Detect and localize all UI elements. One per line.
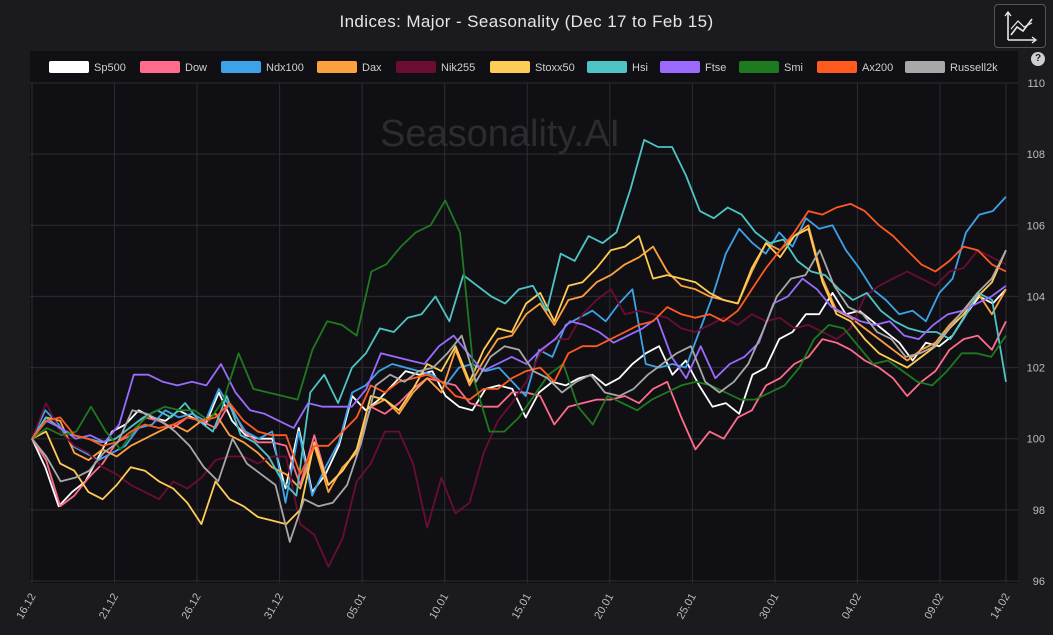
legend-swatch	[49, 61, 89, 73]
x-tick-label: 20.01	[592, 592, 616, 622]
x-tick-label: 05.01	[345, 592, 369, 622]
y-tick-label: 100	[1027, 434, 1045, 446]
series-line-stoxx50[interactable]	[31, 227, 1007, 525]
legend-item-smi[interactable]: Smi	[739, 61, 803, 74]
y-tick-label: 96	[1033, 576, 1045, 588]
chart-title: Indices: Major - Seasonality (Dec 17 to …	[339, 12, 714, 31]
series-line-russell2k[interactable]	[31, 249, 1007, 543]
legend-item-russell2k[interactable]: Russell2k	[905, 61, 998, 74]
legend-label: Sp500	[94, 62, 126, 74]
legend-label: Ndx100	[266, 62, 304, 74]
series-line-smi[interactable]	[31, 199, 1007, 451]
legend-label: Smi	[784, 62, 803, 74]
chart-type-button[interactable]	[994, 4, 1046, 48]
x-tick-label: 04.02	[840, 592, 864, 622]
legend-swatch	[587, 61, 627, 73]
legend-item-sp500[interactable]: Sp500	[49, 61, 126, 74]
legend-item-ftse[interactable]: Ftse	[660, 61, 726, 74]
x-tick-label: 15.01	[510, 592, 534, 622]
y-tick-label: 110	[1027, 78, 1045, 90]
series-line-dax[interactable]	[31, 224, 1007, 494]
legend-item-ndx100[interactable]: Ndx100	[221, 61, 304, 74]
legend-item-ax200[interactable]: Ax200	[817, 61, 893, 74]
series-line-ax200[interactable]	[31, 202, 1007, 476]
legend-item-dax[interactable]: Dax	[317, 61, 382, 74]
series-line-hsi[interactable]	[31, 138, 1007, 497]
x-tick-label: 16.12	[14, 592, 38, 622]
y-tick-label: 108	[1027, 149, 1045, 161]
legend-item-nik255[interactable]: Nik255	[396, 61, 475, 74]
legend-label: Ax200	[862, 62, 893, 74]
x-tick-label: 14.02	[988, 592, 1012, 622]
legend-label: Dax	[362, 62, 382, 74]
x-tick-label: 30.01	[757, 592, 781, 622]
y-tick-label: 106	[1027, 220, 1045, 232]
x-tick-label: 25.01	[675, 592, 699, 622]
legend-swatch	[140, 61, 180, 73]
legend-label: Hsi	[632, 62, 648, 74]
legend-label: Ftse	[705, 62, 726, 74]
x-tick-label: 21.12	[97, 592, 121, 622]
legend-swatch	[221, 61, 261, 73]
legend-label: Nik255	[441, 62, 475, 74]
legend-swatch	[817, 61, 857, 73]
x-tick-label: 10.01	[427, 592, 451, 622]
legend-item-stoxx50[interactable]: Stoxx50	[490, 61, 575, 74]
watermark: Seasonality.AI	[380, 113, 620, 155]
legend-label: Russell2k	[950, 62, 998, 74]
legend-swatch	[317, 61, 357, 73]
y-tick-label: 104	[1027, 291, 1045, 303]
legend-swatch	[660, 61, 700, 73]
legend-item-dow[interactable]: Dow	[140, 61, 207, 74]
legend-swatch	[739, 61, 779, 73]
legend-label: Stoxx50	[535, 62, 575, 74]
series-line-ftse[interactable]	[31, 277, 1007, 444]
legend-item-hsi[interactable]: Hsi	[587, 61, 648, 74]
legend-swatch	[396, 61, 436, 73]
series-line-nik255[interactable]	[31, 249, 1007, 568]
x-tick-label: 09.02	[922, 592, 946, 622]
line-chart-icon	[1004, 10, 1038, 44]
y-tick-label: 98	[1033, 505, 1045, 517]
legend-swatch	[905, 61, 945, 73]
x-tick-label: 26.12	[180, 592, 204, 622]
legend-label: Dow	[185, 62, 207, 74]
help-button[interactable]: ?	[1031, 52, 1045, 66]
x-tick-label: 31.12	[262, 592, 286, 622]
y-tick-label: 102	[1027, 363, 1045, 375]
legend-swatch	[490, 61, 530, 73]
